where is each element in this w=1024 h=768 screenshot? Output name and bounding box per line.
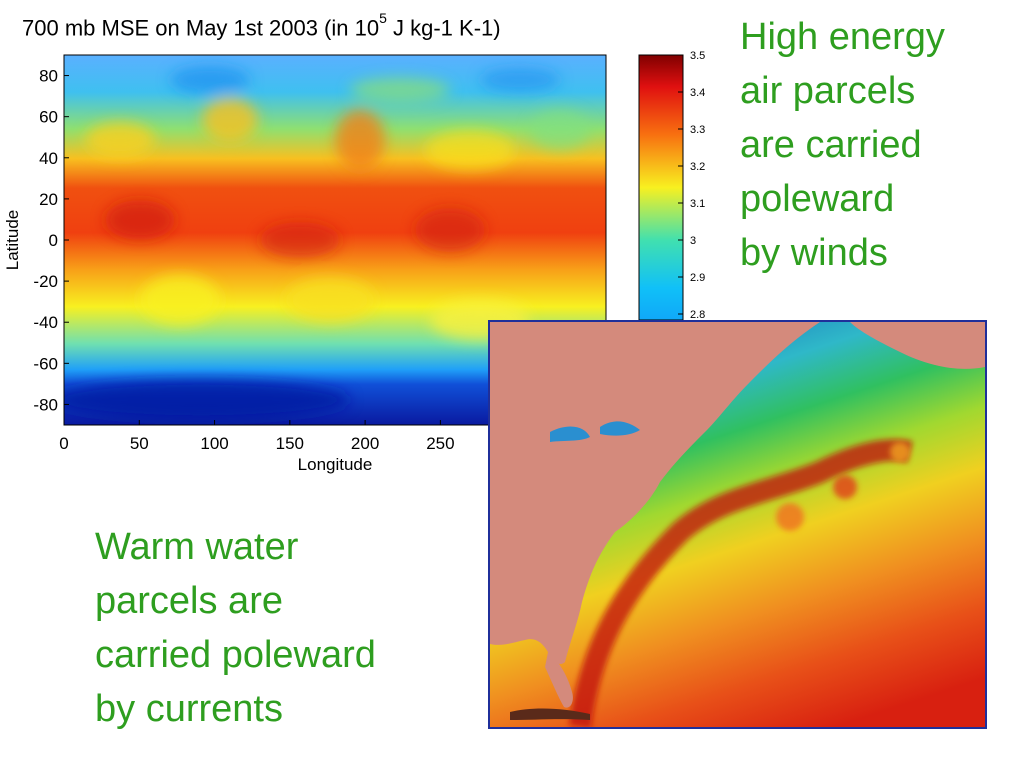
cuba-land [510, 708, 590, 720]
annotation-winds-line: High energy [740, 16, 945, 58]
y-tick-label: -80 [33, 395, 58, 414]
y-tick-label: 0 [49, 231, 58, 250]
y-tick-label: -60 [33, 354, 58, 373]
chart-title-units: J kg-1 K-1) [386, 15, 501, 41]
x-axis-ticks: 0 50 100 150 200 250 [59, 420, 455, 453]
x-tick-label: 250 [426, 434, 454, 453]
heatmap-swirls [64, 66, 590, 420]
colorbar-gradient [638, 54, 684, 321]
x-tick-label: 200 [351, 434, 379, 453]
annotation-currents-line: carried poleward [95, 634, 376, 676]
sea-surface-temperature-map [488, 320, 987, 729]
gulf-stream [569, 439, 913, 727]
y-tick-label: -20 [33, 272, 58, 291]
annotation-currents-line: by currents [95, 688, 283, 730]
chart-title-exponent: 5 [379, 10, 387, 26]
greenland-land [850, 322, 985, 369]
y-tick-label: 20 [39, 190, 58, 209]
x-axis-label: Longitude [298, 455, 373, 474]
annotation-winds-line: poleward [740, 178, 895, 220]
y-axis-label: Latitude [3, 210, 22, 271]
annotation-winds-line: air parcels [740, 70, 916, 112]
y-tick-label: 40 [39, 149, 58, 168]
annotation-currents-line: parcels are [95, 580, 283, 622]
great-lakes [550, 421, 640, 442]
colorbar-ticks: 3.5 3.4 3.3 3.2 3.1 3 2.9 2.8 [678, 50, 705, 321]
north-america-land [490, 322, 820, 664]
chart-title-text: 700 mb MSE on May 1st 2003 (in 10 [22, 15, 380, 41]
florida-land [545, 652, 573, 708]
y-tick-label: 80 [39, 67, 58, 86]
colorbar-tick-label: 3 [690, 235, 696, 247]
colorbar-tick-label: 3.1 [690, 198, 705, 210]
annotation-currents: Warm water parcels are carried poleward … [95, 520, 376, 736]
colorbar-tick-label: 2.9 [690, 272, 705, 284]
colorbar-tick-label: 2.8 [690, 309, 705, 321]
colorbar: 3.5 3.4 3.3 3.2 3.1 3 2.9 2.8 [638, 50, 705, 321]
colorbar-tick-label: 3.5 [690, 50, 705, 62]
annotation-currents-line: Warm water [95, 526, 299, 568]
colorbar-tick-label: 3.3 [690, 124, 705, 136]
y-axis-ticks: 80 60 40 20 0 -20 -40 -60 -80 [33, 67, 69, 414]
colorbar-tick-label: 3.4 [690, 87, 705, 99]
x-tick-label: 100 [200, 434, 228, 453]
y-tick-label: 60 [39, 108, 58, 127]
eddies [776, 442, 910, 531]
x-tick-label: 150 [276, 434, 304, 453]
annotation-winds-line: by winds [740, 232, 888, 274]
y-tick-label: -40 [33, 313, 58, 332]
chart-title: 700 mb MSE on May 1st 2003 (in 105 J kg-… [22, 10, 501, 41]
annotation-winds-line: are carried [740, 124, 922, 166]
annotation-winds: High energy air parcels are carried pole… [740, 10, 945, 280]
x-tick-label: 0 [59, 434, 68, 453]
x-tick-label: 50 [130, 434, 149, 453]
colorbar-tick-label: 3.2 [690, 161, 705, 173]
